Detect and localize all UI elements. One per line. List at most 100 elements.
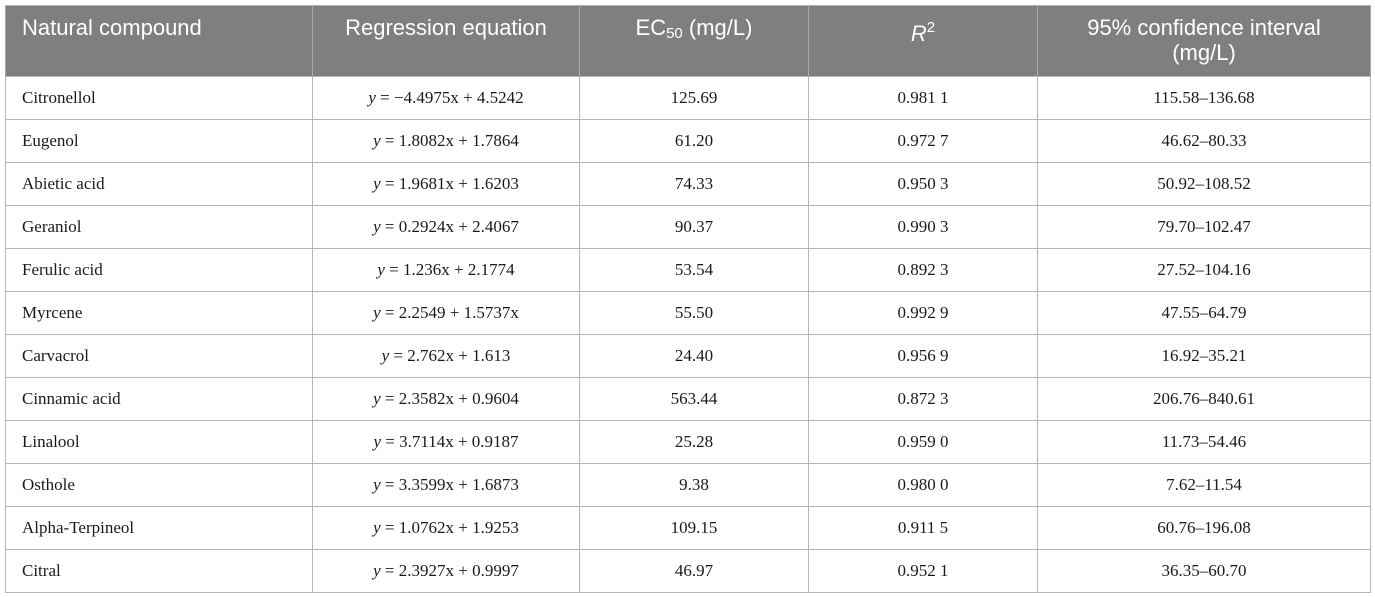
cell-ec50: 61.20 <box>579 119 809 163</box>
cell-equation: y = 3.3599x + 1.6873 <box>312 463 580 507</box>
cell-ec50: 25.28 <box>579 420 809 464</box>
equation-y-symbol: y <box>373 518 381 537</box>
equation-body: = 2.3582x + 0.9604 <box>380 389 519 408</box>
cell-r2: 0.911 5 <box>808 506 1038 550</box>
cell-r2: 0.990 3 <box>808 205 1038 249</box>
cell-ci: 11.73–54.46 <box>1037 420 1371 464</box>
equation-body: = 0.2924x + 2.4067 <box>380 217 519 236</box>
cell-ci: 47.55–64.79 <box>1037 291 1371 335</box>
header-r2-superscript: 2 <box>926 19 936 36</box>
cell-equation: y = 2.3582x + 0.9604 <box>312 377 580 421</box>
cell-compound: Myrcene <box>5 291 313 335</box>
header-r2-base: R <box>910 21 927 46</box>
equation-body: = 2.762x + 1.613 <box>389 346 511 365</box>
table-header: Natural compound Regression equation EC5… <box>5 5 1371 77</box>
cell-r2: 0.972 7 <box>808 119 1038 163</box>
cell-compound: Linalool <box>5 420 313 464</box>
cell-ec50: 9.38 <box>579 463 809 507</box>
cell-compound: Osthole <box>5 463 313 507</box>
equation-y-symbol: y <box>373 303 381 322</box>
equation-body: = 3.7114x + 0.9187 <box>381 432 519 451</box>
header-equation: Regression equation <box>312 5 580 77</box>
equation-y-symbol: y <box>373 217 381 236</box>
cell-ci: 7.62–11.54 <box>1037 463 1371 507</box>
equation-y-symbol: y <box>373 432 381 451</box>
equation-y-symbol: y <box>373 561 381 580</box>
equation-body: = 1.8082x + 1.7864 <box>380 131 519 150</box>
equation-body: = 2.2549 + 1.5737x <box>380 303 519 322</box>
cell-ci: 16.92–35.21 <box>1037 334 1371 378</box>
cell-ec50: 109.15 <box>579 506 809 550</box>
cell-ec50: 74.33 <box>579 162 809 206</box>
ec50-table: Natural compound Regression equation EC5… <box>5 5 1371 593</box>
data-table-container: Natural compound Regression equation EC5… <box>5 5 1371 593</box>
equation-body: = 1.0762x + 1.9253 <box>380 518 519 537</box>
cell-ec50: 90.37 <box>579 205 809 249</box>
equation-y-symbol: y <box>373 389 381 408</box>
cell-compound: Citral <box>5 549 313 593</box>
equation-body: = 3.3599x + 1.6873 <box>380 475 519 494</box>
cell-equation: y = 1.236x + 2.1774 <box>312 248 580 292</box>
cell-compound: Carvacrol <box>5 334 313 378</box>
header-ec50-prefix: EC <box>635 15 667 40</box>
equation-y-symbol: y <box>381 346 390 365</box>
cell-compound: Ferulic acid <box>5 248 313 292</box>
equation-y-symbol: y <box>373 475 381 494</box>
cell-equation: y = 2.2549 + 1.5737x <box>312 291 580 335</box>
cell-equation: y = 1.0762x + 1.9253 <box>312 506 580 550</box>
header-r2: R2 <box>808 5 1038 77</box>
header-ec50-subscript: 50 <box>666 25 683 42</box>
table-body: Citronellol y = −4.4975x + 4.5242 125.69 0.… <box>5 76 1371 593</box>
header-ec50-unit: (mg/L) <box>682 15 753 40</box>
header-ci: 95% confidence interval (mg/L) <box>1037 5 1371 77</box>
cell-equation: y = 0.2924x + 2.4067 <box>312 205 580 249</box>
cell-ci: 50.92–108.52 <box>1037 162 1371 206</box>
cell-compound: Cinnamic acid <box>5 377 313 421</box>
equation-body: = −4.4975x + 4.5242 <box>375 88 524 107</box>
cell-r2: 0.956 9 <box>808 334 1038 378</box>
cell-compound: Citronellol <box>5 76 313 120</box>
cell-r2: 0.980 0 <box>808 463 1038 507</box>
table-row: Cinnamic acid y = 2.3582x + 0.9604 563.44 0… <box>5 377 1371 421</box>
table-row: Linalool y = 3.7114x + 0.9187 25.28 0.959 0… <box>5 420 1371 464</box>
header-compound: Natural compound <box>5 5 313 77</box>
table-row: Alpha-Terpineol y = 1.0762x + 1.9253 109.1… <box>5 506 1371 550</box>
equation-body: = 1.236x + 2.1774 <box>384 260 515 279</box>
header-ec50: EC50 (mg/L) <box>579 5 809 77</box>
cell-r2: 0.981 1 <box>808 76 1038 120</box>
cell-equation: y = 2.762x + 1.613 <box>312 334 580 378</box>
cell-equation: y = 2.3927x + 0.9997 <box>312 549 580 593</box>
cell-compound: Abietic acid <box>5 162 313 206</box>
cell-equation: y = 3.7114x + 0.9187 <box>312 420 580 464</box>
cell-ec50: 46.97 <box>579 549 809 593</box>
equation-y-symbol: y <box>368 88 376 107</box>
cell-r2: 0.872 3 <box>808 377 1038 421</box>
table-row: Osthole y = 3.3599x + 1.6873 9.38 0.980 0 7.… <box>5 463 1371 507</box>
table-row: Geraniol y = 0.2924x + 2.4067 90.37 0.990 3… <box>5 205 1371 249</box>
table-row: Citronellol y = −4.4975x + 4.5242 125.69 0.… <box>5 76 1371 120</box>
equation-body: = 2.3927x + 0.9997 <box>380 561 519 580</box>
table-row: Citral y = 2.3927x + 0.9997 46.97 0.952 1 36… <box>5 549 1371 593</box>
cell-r2: 0.892 3 <box>808 248 1038 292</box>
cell-r2: 0.992 9 <box>808 291 1038 335</box>
cell-ci: 46.62–80.33 <box>1037 119 1371 163</box>
table-row: Abietic acid y = 1.9681x + 1.6203 74.33 0.9… <box>5 162 1371 206</box>
equation-y-symbol: y <box>373 131 381 150</box>
cell-ci: 79.70–102.47 <box>1037 205 1371 249</box>
cell-r2: 0.950 3 <box>808 162 1038 206</box>
cell-equation: y = 1.8082x + 1.7864 <box>312 119 580 163</box>
cell-compound: Alpha-Terpineol <box>5 506 313 550</box>
cell-ci: 27.52–104.16 <box>1037 248 1371 292</box>
cell-ci: 36.35–60.70 <box>1037 549 1371 593</box>
cell-compound: Eugenol <box>5 119 313 163</box>
header-row: Natural compound Regression equation EC5… <box>5 5 1371 77</box>
equation-y-symbol: y <box>377 260 385 279</box>
cell-equation: y = −4.4975x + 4.5242 <box>312 76 580 120</box>
cell-ec50: 125.69 <box>579 76 809 120</box>
cell-ec50: 53.54 <box>579 248 809 292</box>
cell-r2: 0.952 1 <box>808 549 1038 593</box>
cell-ec50: 55.50 <box>579 291 809 335</box>
